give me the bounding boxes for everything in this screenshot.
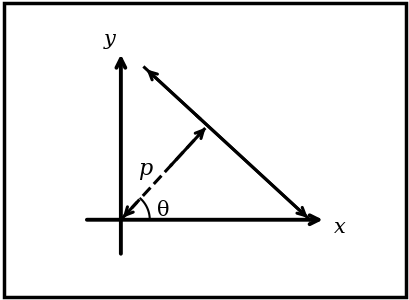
Text: y: y	[103, 30, 115, 49]
Text: x: x	[333, 218, 344, 237]
Text: p: p	[137, 158, 152, 180]
Text: θ: θ	[156, 201, 169, 220]
